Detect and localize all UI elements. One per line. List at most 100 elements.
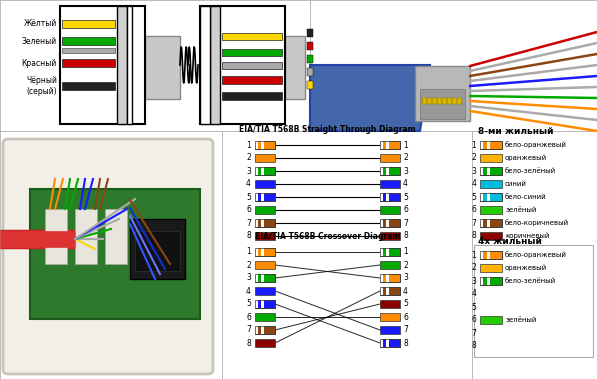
Bar xyxy=(484,219,487,227)
Bar xyxy=(127,6,132,124)
Text: 6: 6 xyxy=(246,313,251,321)
Bar xyxy=(307,68,313,76)
Bar xyxy=(258,141,261,149)
Bar xyxy=(255,167,264,175)
Polygon shape xyxy=(310,65,430,131)
Text: 7: 7 xyxy=(471,219,476,227)
Text: 4: 4 xyxy=(403,287,408,296)
Bar xyxy=(0,131,222,379)
Bar xyxy=(255,232,275,240)
Bar xyxy=(480,167,490,175)
Text: 4: 4 xyxy=(403,180,408,188)
Bar xyxy=(380,167,400,175)
Bar xyxy=(423,98,426,104)
Bar xyxy=(480,316,502,324)
Text: 8: 8 xyxy=(403,338,408,348)
Text: 6: 6 xyxy=(246,205,251,215)
Bar xyxy=(62,82,115,90)
Text: 4: 4 xyxy=(471,290,476,299)
Text: 7: 7 xyxy=(246,326,251,335)
Text: 4х жильный: 4х жильный xyxy=(478,237,542,246)
Bar xyxy=(45,209,67,264)
Bar xyxy=(255,248,264,256)
Text: синий: синий xyxy=(505,181,527,187)
Bar xyxy=(258,326,261,334)
FancyBboxPatch shape xyxy=(3,139,213,374)
Bar xyxy=(222,62,282,69)
Bar xyxy=(480,219,490,227)
Bar xyxy=(62,37,115,45)
Bar xyxy=(380,154,400,162)
Bar xyxy=(480,232,502,240)
Bar xyxy=(480,193,502,201)
Bar xyxy=(428,98,431,104)
Text: 8-ми жильный: 8-ми жильный xyxy=(478,127,553,136)
Bar xyxy=(380,248,400,256)
Bar xyxy=(480,141,490,149)
Bar xyxy=(383,287,386,295)
Text: 8: 8 xyxy=(246,338,251,348)
Bar xyxy=(285,36,305,99)
Text: 3: 3 xyxy=(246,274,251,282)
Bar xyxy=(0,0,310,131)
Bar xyxy=(380,193,389,201)
Bar xyxy=(380,206,400,214)
Bar xyxy=(255,326,264,334)
Text: 1: 1 xyxy=(471,141,476,149)
Bar xyxy=(255,339,275,347)
Bar xyxy=(380,193,400,201)
Bar xyxy=(383,248,386,256)
Bar xyxy=(258,167,261,175)
Bar xyxy=(383,167,386,175)
Bar xyxy=(480,277,490,285)
Bar xyxy=(62,59,115,67)
Bar xyxy=(255,274,275,282)
Bar xyxy=(484,167,487,175)
Text: 7: 7 xyxy=(246,219,251,227)
Text: 1: 1 xyxy=(471,251,476,260)
Bar xyxy=(222,76,282,84)
Bar xyxy=(443,98,446,104)
Bar xyxy=(480,277,502,285)
Bar xyxy=(310,0,597,131)
Text: 5: 5 xyxy=(471,302,476,312)
Text: 5: 5 xyxy=(471,193,476,202)
Text: 5: 5 xyxy=(246,193,251,202)
Bar xyxy=(420,89,465,119)
Bar xyxy=(258,219,261,227)
Text: 2: 2 xyxy=(246,153,251,163)
Text: бело-зелёный: бело-зелёный xyxy=(505,278,556,284)
Bar xyxy=(105,209,127,264)
Text: 3: 3 xyxy=(403,166,408,175)
Bar xyxy=(480,251,490,259)
Bar xyxy=(210,6,220,124)
Bar xyxy=(380,287,400,295)
Text: 1: 1 xyxy=(403,247,408,257)
Bar xyxy=(255,167,275,175)
Bar xyxy=(30,189,200,319)
Text: 6: 6 xyxy=(403,205,408,215)
Bar xyxy=(135,231,180,271)
Bar xyxy=(480,154,502,162)
Bar xyxy=(484,141,487,149)
Bar xyxy=(380,167,389,175)
Bar xyxy=(255,326,275,334)
Text: 5: 5 xyxy=(403,299,408,309)
Bar xyxy=(255,193,275,201)
Text: коричневый: коричневый xyxy=(505,233,549,239)
Text: 3: 3 xyxy=(471,166,476,175)
Bar xyxy=(448,98,451,104)
Bar xyxy=(480,277,502,285)
Bar xyxy=(380,141,389,149)
Bar xyxy=(380,219,400,227)
Bar xyxy=(380,261,400,269)
Bar xyxy=(480,167,502,175)
Text: 2: 2 xyxy=(403,153,408,163)
Bar xyxy=(380,326,400,334)
Bar xyxy=(222,49,282,56)
Bar xyxy=(255,219,275,227)
Bar xyxy=(458,98,461,104)
Bar xyxy=(480,219,502,227)
Bar xyxy=(480,193,490,201)
Text: зелёный: зелёный xyxy=(505,317,536,323)
